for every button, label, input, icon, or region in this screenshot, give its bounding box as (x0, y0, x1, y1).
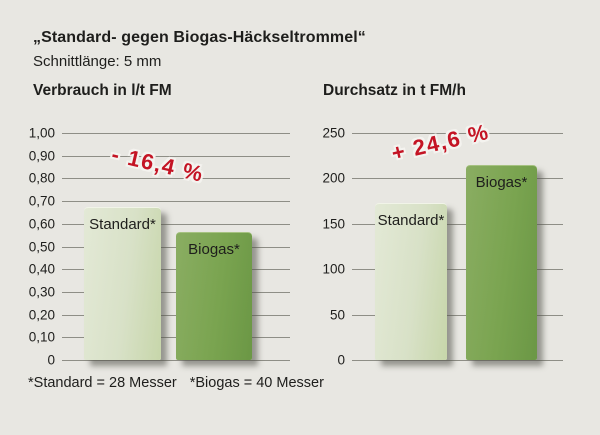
bar-label: Biogas* (188, 240, 240, 258)
page-subtitle: Schnittlänge: 5 mm (33, 53, 162, 70)
bar-label: Biogas* (475, 173, 528, 191)
footnote-standard: *Standard = 28 Messer (28, 375, 177, 391)
page-title: „Standard- gegen Biogas-Häckseltrommel“ (33, 29, 366, 46)
bar-biogas: Biogas* (466, 164, 537, 360)
gridline (352, 360, 563, 361)
y-tick-label: 0,90 (28, 148, 55, 164)
footnote: *Standard = 28 Messer *Biogas = 40 Messer (28, 375, 337, 391)
y-tick-label: 100 (322, 261, 345, 277)
durchsatz-chart-plot: 250 200 150 100 50 0 Standard* Biogas* (322, 126, 563, 368)
gridline (62, 155, 290, 157)
y-tick-label: 50 (329, 307, 345, 323)
bar-standard: Standard* (375, 202, 447, 360)
gridline (62, 178, 290, 180)
bar-standard: Standard* (84, 206, 161, 360)
y-tick-label: 0,30 (28, 284, 55, 300)
right-chart-title: Durchsatz in t FM/h (323, 82, 466, 99)
y-tick-label: 0,50 (28, 239, 55, 254)
y-tick-label: 200 (322, 170, 345, 186)
gridline (352, 133, 563, 134)
y-tick-label: 1,00 (28, 125, 55, 141)
footnote-biogas: *Biogas = 40 Messer (189, 375, 324, 391)
gridline (62, 360, 290, 361)
gridline (62, 133, 290, 134)
y-tick-label: 0 (47, 352, 55, 368)
gridline (62, 201, 290, 203)
gridline (352, 314, 563, 316)
y-tick-label: 0,60 (28, 216, 55, 232)
y-tick-label: 0,10 (28, 329, 55, 345)
gridline (352, 223, 563, 225)
left-chart-title: Verbrauch in l/t FM (33, 82, 172, 99)
bar-label: Standard* (89, 215, 156, 233)
y-tick-label: 250 (322, 125, 345, 141)
gridline (352, 178, 563, 180)
y-tick-label: 0,80 (28, 170, 55, 186)
verbrauch-chart-plot: 1,00 0,90 0,80 0,70 0,60 0,50 0,40 0,30 0,20 0,10… (29, 126, 290, 368)
gridline (62, 223, 290, 225)
bar-label: Standard* (377, 211, 445, 229)
y-tick-label: 0,20 (28, 307, 55, 323)
gridline (352, 269, 563, 271)
y-tick-label: 0 (337, 352, 345, 368)
y-tick-label: 0,40 (28, 261, 55, 277)
y-tick-label: 150 (322, 216, 345, 232)
bar-biogas: Biogas* (176, 231, 252, 360)
y-tick-label: 0,70 (28, 193, 55, 209)
